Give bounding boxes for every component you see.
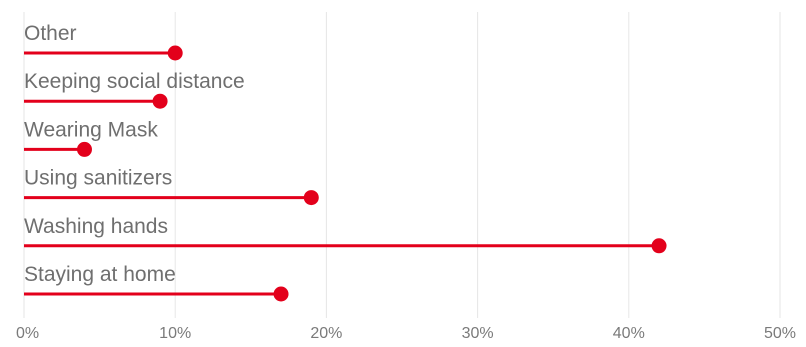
x-tick-label-40pct: 40%	[613, 325, 645, 342]
x-tick-label-0pct: 0%	[16, 325, 39, 342]
x-tick-label-50pct: 50%	[764, 325, 796, 342]
category-label-keeping-social-distance: Keeping social distance	[24, 70, 245, 93]
category-label-using-sanitizers: Using sanitizers	[24, 167, 172, 190]
x-tick-label-20pct: 20%	[310, 325, 342, 342]
category-label-other: Other	[24, 22, 77, 45]
category-labels: Other Keeping social distance Wearing Mask…	[24, 22, 245, 286]
lollipop-marks	[24, 45, 667, 302]
lollipop-dot-washing-hands	[651, 238, 667, 254]
lollipop-dot-other	[167, 45, 183, 61]
lollipop-dot-keeping-social-distance	[152, 93, 168, 109]
x-axis-tick-labels: 0% 10% 20% 30% 40% 50%	[16, 325, 796, 342]
category-label-staying-at-home: Staying at home	[24, 263, 176, 286]
lollipop-dot-staying-at-home	[273, 286, 289, 302]
category-label-washing-hands: Washing hands	[24, 215, 168, 238]
lollipop-dot-using-sanitizers	[303, 190, 319, 206]
gridlines	[23, 12, 781, 318]
x-tick-label-10pct: 10%	[159, 325, 191, 342]
lollipop-dot-wearing-mask	[76, 141, 92, 157]
x-tick-label-30pct: 30%	[462, 325, 494, 342]
category-label-wearing-mask: Wearing Mask	[24, 118, 158, 141]
